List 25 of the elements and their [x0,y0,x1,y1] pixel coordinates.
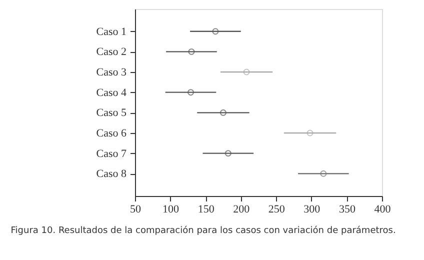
x-tick-label: 150 [198,204,215,216]
y-tick-label: Caso 8 [96,168,127,180]
point [306,130,314,136]
y-tick-label: Caso 5 [96,107,127,120]
point [243,68,250,76]
point [188,89,194,96]
x-tick-label: 200 [233,204,250,216]
y-tick-label: Caso 6 [96,127,127,140]
x-tick-label: 400 [374,204,392,216]
point [220,109,226,116]
point [320,170,327,177]
y-tick-label: Caso 3 [96,66,127,79]
point [224,150,232,157]
point [212,28,219,35]
x-tick-label: 100 [162,204,180,216]
point [188,48,195,55]
y-tick-label: Caso 2 [96,46,126,58]
text: Figura 10. Resultados de la comparación para los casos con variación de parámetros. [10,225,396,236]
y-tick-label: Caso 1 [96,26,126,38]
x-tick-label: 350 [338,204,356,216]
x-tick-label: 250 [268,204,286,216]
x-tick-label: 300 [304,204,321,216]
y-tick-label: Caso 7 [96,148,127,160]
x-tick-label: 50 [130,204,142,216]
y-tick-label: Caso 4 [96,86,127,99]
